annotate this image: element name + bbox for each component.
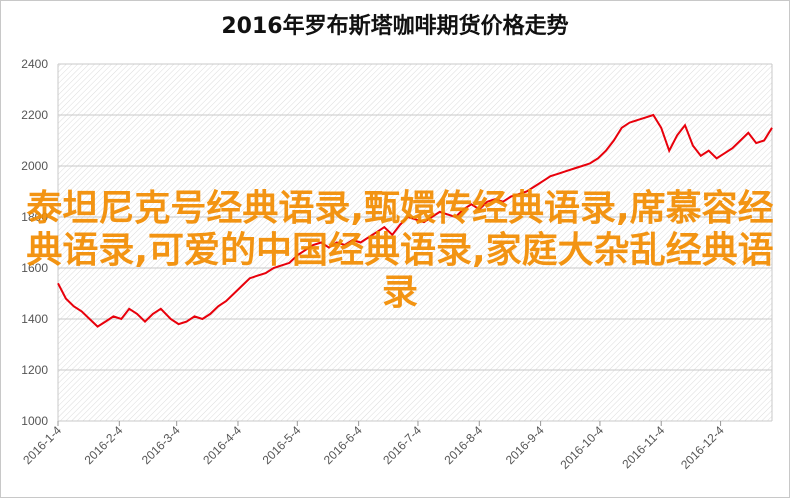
y-tick-label: 1000 [21, 414, 48, 428]
y-axis-ticks: 1000 1200 1400 1600 1800 2000 2200 2400 [21, 57, 48, 428]
x-tick-label: 2016-7-4 [380, 423, 424, 467]
x-tick-label: 2016-10-4 [557, 423, 606, 472]
y-tick-label: 2200 [21, 108, 48, 122]
x-tick-label: 2016-11-4 [619, 423, 667, 471]
chart-title: 2016年罗布斯塔咖啡期货价格走势 [221, 14, 569, 39]
x-axis-ticks: 2016-1-4 2016-2-4 2016-3-4 2016-4-4 2016-5-4… [20, 421, 727, 472]
x-tick-label: 2016-2-4 [82, 423, 126, 467]
overlay-text: 泰坦尼克号经典语录,甄嬛传经典语录,席慕容经典语录,可爱的中国经典语录,家庭大杂… [26, 188, 774, 313]
y-tick-label: 1400 [21, 312, 48, 326]
x-tick-label: 2016-1-4 [20, 423, 64, 467]
y-tick-label: 2000 [21, 159, 48, 173]
x-tick-label: 2016-12-4 [678, 423, 727, 472]
x-tick-label: 2016-3-4 [139, 423, 183, 467]
y-tick-label: 1200 [21, 363, 48, 377]
y-tick-label: 1800 [21, 210, 48, 224]
y-tick-label: 2400 [21, 57, 48, 71]
x-tick-label: 2016-6-4 [321, 423, 365, 467]
series-line [57, 113, 773, 328]
x-tick-label: 2016-8-4 [442, 423, 486, 467]
x-tick-label: 2016-9-4 [503, 423, 547, 467]
x-tick-label: 2016-4-4 [200, 423, 244, 467]
y-tick-label: 1600 [21, 261, 48, 275]
plot-area [58, 64, 772, 421]
x-tick-label: 2016-5-4 [260, 423, 304, 467]
gridlines [57, 63, 773, 422]
